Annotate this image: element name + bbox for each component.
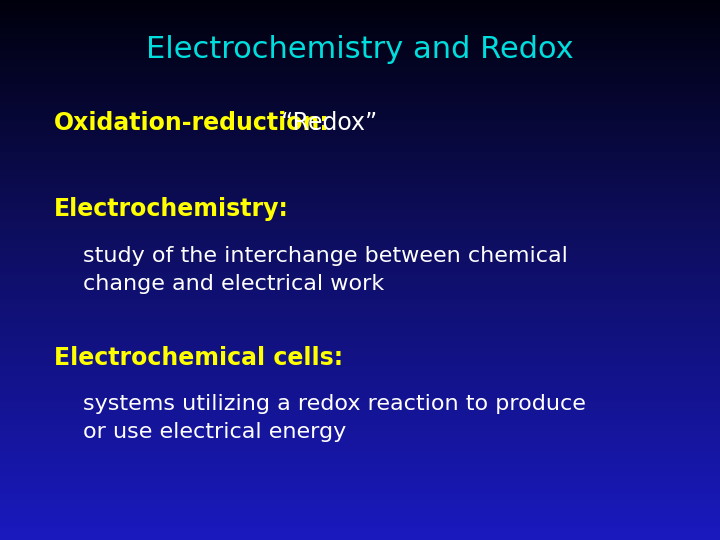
Text: Electrochemical cells:: Electrochemical cells: xyxy=(54,346,343,369)
Text: “Redox”: “Redox” xyxy=(281,111,377,134)
Text: Electrochemistry:: Electrochemistry: xyxy=(54,197,289,221)
Text: Electrochemistry and Redox: Electrochemistry and Redox xyxy=(146,35,574,64)
Text: systems utilizing a redox reaction to produce
or use electrical energy: systems utilizing a redox reaction to pr… xyxy=(83,394,585,442)
Text: Oxidation-reduction:: Oxidation-reduction: xyxy=(54,111,330,134)
Text: study of the interchange between chemical
change and electrical work: study of the interchange between chemica… xyxy=(83,246,567,294)
